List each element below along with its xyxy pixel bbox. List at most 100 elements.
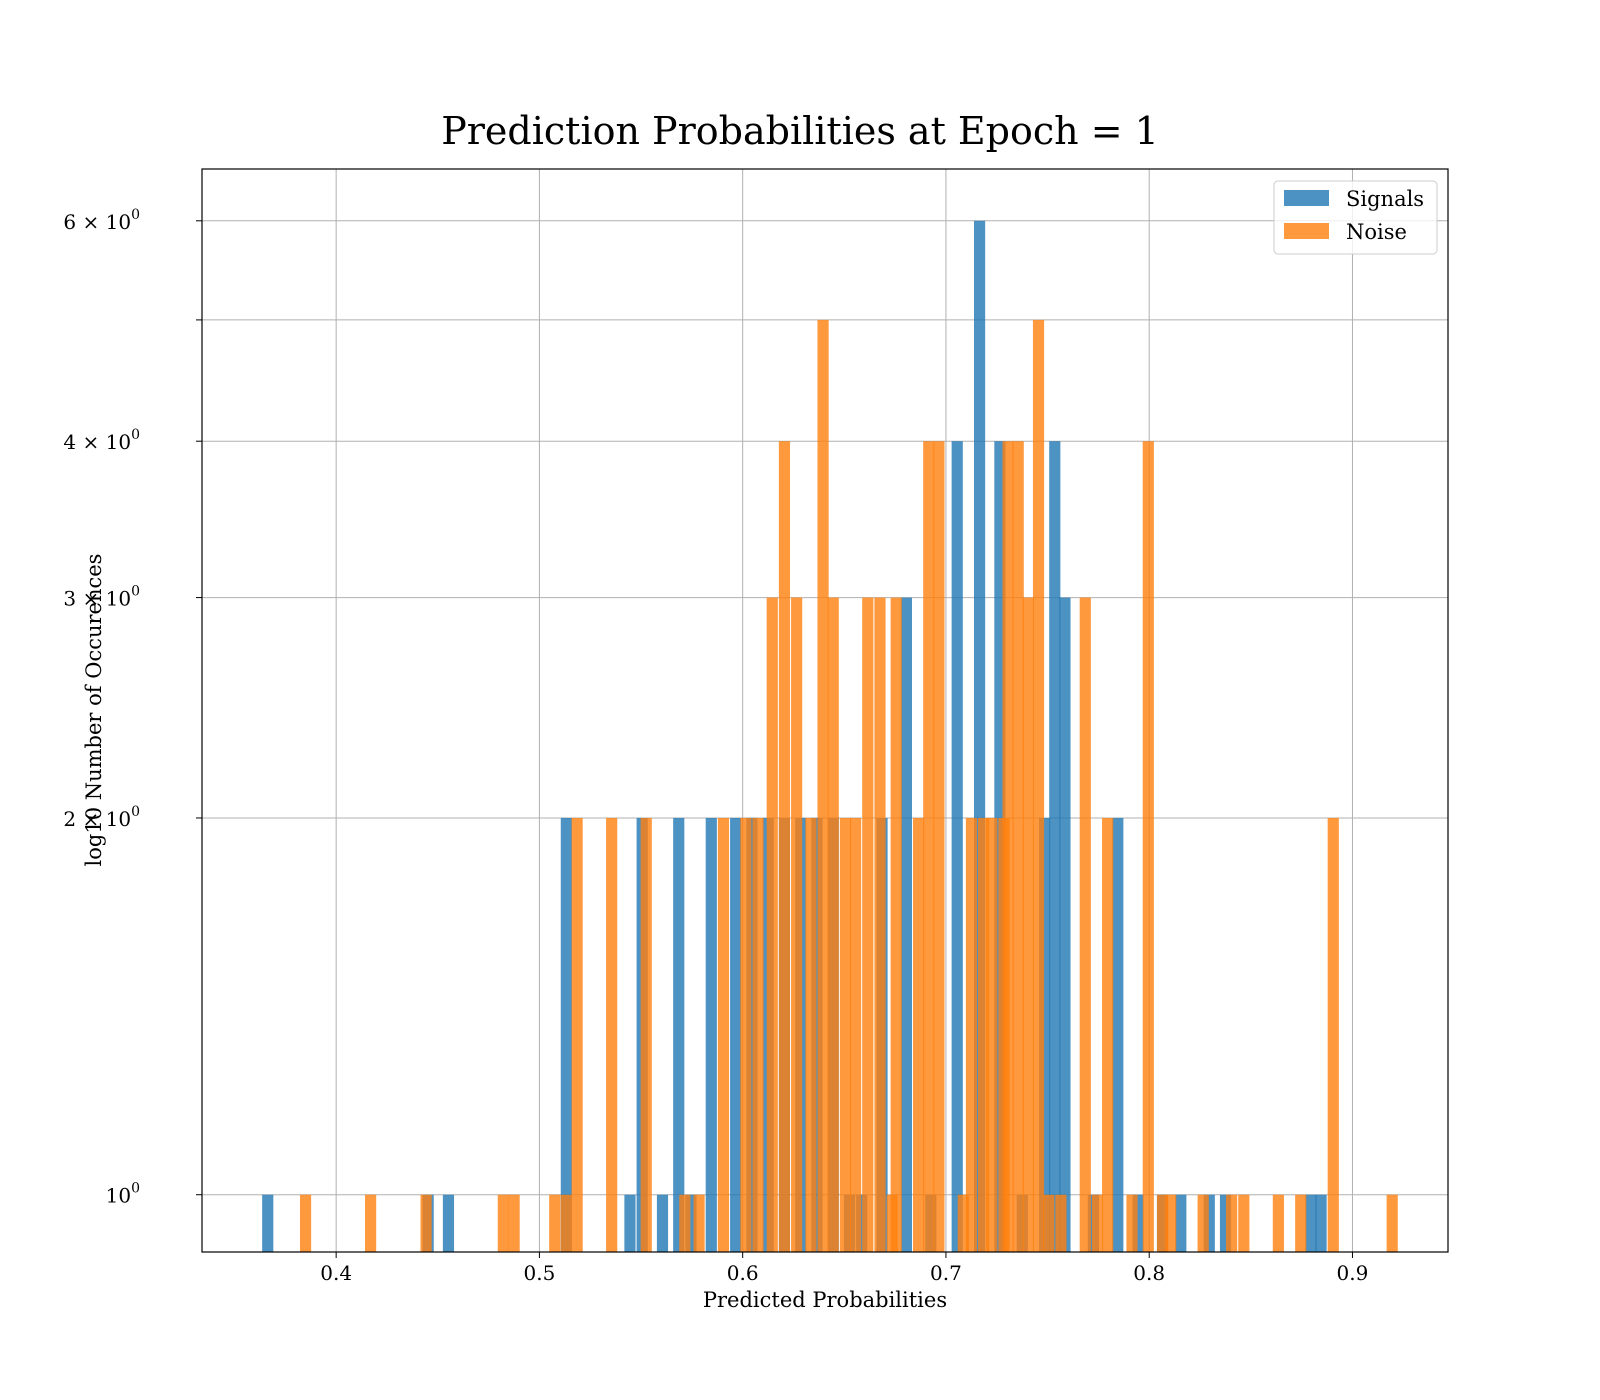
x-tick-label: 0.5 xyxy=(524,1261,556,1285)
signals-bar xyxy=(624,1194,636,1252)
legend-label-signals: Signals xyxy=(1346,187,1424,211)
signals-bar xyxy=(1203,1194,1215,1252)
noise-bar xyxy=(1165,1194,1177,1252)
noise-bar xyxy=(717,817,730,1252)
noise-bar xyxy=(560,1194,572,1252)
noise-bar xyxy=(791,597,803,1252)
noise-bar xyxy=(862,597,874,1252)
noise-bar xyxy=(986,817,998,1252)
noise-bar xyxy=(752,817,764,1252)
legend-label-noise: Noise xyxy=(1346,220,1407,244)
signals-bar xyxy=(1219,1194,1232,1252)
y-axis-label: log10 Number of Occurences xyxy=(82,554,106,867)
signals-bar xyxy=(656,1194,669,1252)
signals-bar xyxy=(746,817,758,1252)
noise-bar xyxy=(890,597,902,1252)
noise-bar xyxy=(978,817,990,1252)
signals-bar xyxy=(262,1194,274,1252)
signals-bar xyxy=(1132,1194,1144,1252)
noise-bar xyxy=(1386,1194,1398,1252)
chart-title: Prediction Probabilities at Epoch = 1 xyxy=(441,109,1159,153)
noise-bar xyxy=(913,817,925,1252)
noise-bar xyxy=(778,441,791,1252)
y-tick-label: 4 × 100 xyxy=(63,427,140,454)
noise-bar xyxy=(299,1194,312,1252)
noise-bar xyxy=(1272,1194,1284,1252)
noise-bar xyxy=(923,441,935,1252)
noise-bar xyxy=(1079,597,1091,1252)
noise-bar xyxy=(365,1194,377,1252)
plot-frame xyxy=(201,168,1449,1253)
noise-bar xyxy=(1156,1194,1169,1252)
noise-bar xyxy=(1126,1194,1138,1252)
noise-bar xyxy=(1238,1194,1250,1252)
x-axis-label: Predicted Probabilities xyxy=(703,1288,947,1312)
noise-bar xyxy=(827,597,839,1252)
signals-bar xyxy=(1049,441,1061,1252)
signals-bar xyxy=(705,817,717,1252)
noise-bar xyxy=(693,1194,705,1252)
noise-bar xyxy=(1055,1194,1067,1252)
noise-bar xyxy=(1102,817,1114,1252)
noise-bar xyxy=(839,817,852,1252)
signals-bar xyxy=(973,220,986,1253)
noise-bar xyxy=(549,1194,561,1252)
noise-bar xyxy=(1032,319,1045,1252)
noise-bar xyxy=(965,817,978,1252)
noise-bar xyxy=(850,817,862,1252)
noise-bar xyxy=(1012,441,1024,1252)
signals-bar xyxy=(1112,817,1124,1252)
x-tick-label: 0.6 xyxy=(727,1261,759,1285)
signals-bar xyxy=(730,817,742,1252)
noise-bar xyxy=(571,817,583,1252)
noise-bar xyxy=(740,817,752,1252)
signals-bar xyxy=(951,441,963,1252)
signals-bar xyxy=(673,817,685,1252)
noise-bar xyxy=(679,1194,691,1252)
noise-bar xyxy=(1043,1194,1055,1252)
signals-bar xyxy=(1305,1194,1317,1252)
noise-bar xyxy=(508,1194,520,1252)
signals-bar xyxy=(560,817,572,1252)
signals-bar xyxy=(1175,1194,1187,1252)
y-tick-label: 2 × 100 xyxy=(63,804,140,831)
signals-bar xyxy=(1039,817,1051,1252)
x-tick-label: 0.7 xyxy=(930,1261,962,1285)
noise-bar xyxy=(1295,1194,1307,1252)
noise-bar xyxy=(1142,441,1154,1252)
legend: Signals Noise xyxy=(1273,180,1438,255)
signals-bar xyxy=(811,817,823,1252)
legend-swatch-signals xyxy=(1284,190,1329,206)
noise-bar xyxy=(1091,1194,1104,1252)
signals-bar xyxy=(1059,597,1071,1252)
noise-bar xyxy=(1197,1194,1209,1252)
y-tick-label: 3 × 100 xyxy=(63,584,140,611)
bars xyxy=(262,220,1398,1253)
noise-bar xyxy=(420,1194,432,1252)
noise-bar xyxy=(1022,597,1034,1252)
noise-bar xyxy=(805,817,817,1252)
signals-bar xyxy=(856,1194,868,1252)
signals-bar xyxy=(900,597,912,1252)
noise-bar xyxy=(817,319,829,1252)
legend-swatch-noise xyxy=(1284,223,1329,239)
noise-bar xyxy=(1002,441,1014,1252)
signals-bar xyxy=(1315,1194,1327,1252)
signals-bar xyxy=(685,1194,697,1252)
noise-bar xyxy=(1226,1194,1238,1252)
x-tick-label: 0.4 xyxy=(320,1261,352,1285)
noise-bar xyxy=(957,1194,969,1252)
y-tick-label: 6 × 100 xyxy=(63,207,140,234)
signals-bar xyxy=(442,1194,455,1252)
x-tick-label: 0.9 xyxy=(1337,1261,1369,1285)
x-tick-label: 0.8 xyxy=(1133,1261,1165,1285)
noise-bar xyxy=(766,597,778,1252)
noise-bar xyxy=(1327,817,1339,1252)
noise-bar xyxy=(497,1194,509,1252)
noise-bar xyxy=(874,597,886,1252)
noise-bar xyxy=(606,817,618,1252)
noise-bar xyxy=(933,441,945,1252)
noise-bar xyxy=(640,817,652,1252)
